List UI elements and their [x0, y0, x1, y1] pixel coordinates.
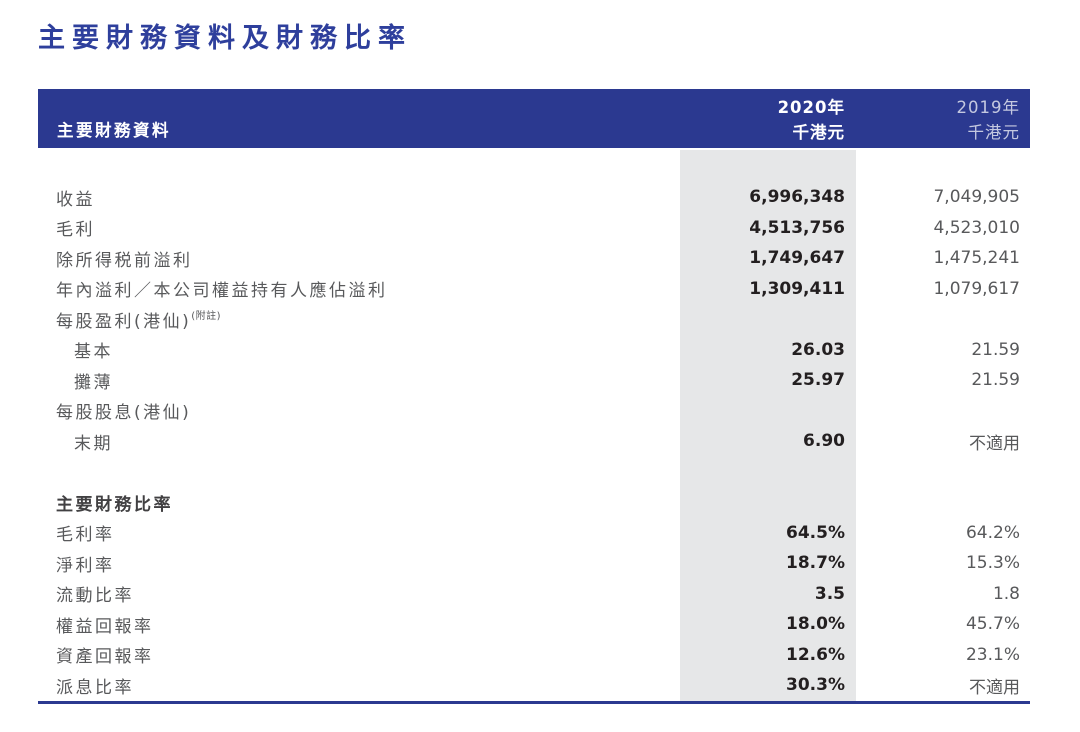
table-row: 攤薄 25.97 21.59 — [38, 365, 1030, 396]
row-value-2020: 64.5% — [786, 522, 845, 543]
row-value-2019: 不適用 — [969, 677, 1020, 698]
table-row — [38, 457, 1030, 488]
column-header-2020: 2020年 千港元 — [778, 95, 845, 145]
row-value-2020: 18.7% — [786, 553, 845, 574]
row-label: 除所得税前溢利 — [56, 250, 193, 271]
row-label: 攤薄 — [74, 372, 113, 393]
row-value-2020: 3.5 — [814, 583, 845, 604]
table-row: 每股股息(港仙) — [38, 396, 1030, 427]
row-label: 毛利率 — [56, 525, 115, 546]
row-value-2020: 4,513,756 — [749, 217, 845, 238]
column-header-2019: 2019年 千港元 — [957, 95, 1021, 145]
table-body: 收益 6,996,348 7,049,905 毛利 4,513,756 4,52… — [38, 148, 1030, 704]
row-label: 主要財務比率 — [56, 494, 173, 515]
row-label: 權益回報率 — [56, 616, 154, 637]
row-label: 淨利率 — [56, 555, 115, 576]
page-title: 主要財務資料及財務比率 — [38, 23, 412, 54]
row-value-2020: 6.90 — [803, 431, 845, 452]
row-value-2019: 1,475,241 — [933, 248, 1020, 269]
row-value-2020: 1,749,647 — [749, 248, 845, 269]
table-row: 每股盈利(港仙)(附註) — [38, 304, 1030, 335]
row-value-2019: 45.7% — [965, 614, 1020, 635]
row-value-2020: 30.3% — [786, 675, 845, 696]
table-row: 除所得税前溢利 1,749,647 1,475,241 — [38, 243, 1030, 274]
row-value-2019: 21.59 — [971, 370, 1020, 391]
column-year-2020: 2020年 — [777, 98, 845, 117]
section-label: 主要財務資料 — [57, 121, 171, 140]
row-value-2019: 64.2% — [965, 522, 1020, 543]
row-label: 每股盈利(港仙)(附註) — [56, 311, 222, 332]
row-label: 資產回報率 — [56, 647, 154, 668]
column-year-2019: 2019年 — [956, 98, 1020, 117]
table-row: 主要財務比率 — [38, 487, 1030, 518]
table-row: 毛利率 64.5% 64.2% — [38, 518, 1030, 549]
table-row: 淨利率 18.7% 15.3% — [38, 548, 1030, 579]
row-value-2020: 6,996,348 — [749, 187, 845, 208]
table-row: 年內溢利／本公司權益持有人應佔溢利 1,309,411 1,079,617 — [38, 274, 1030, 305]
column-unit-2019: 千港元 — [967, 123, 1020, 142]
row-value-2020: 18.0% — [786, 614, 845, 635]
table-row: 毛利 4,513,756 4,523,010 — [38, 213, 1030, 244]
row-label: 每股股息(港仙) — [56, 403, 192, 424]
table-row: 收益 6,996,348 7,049,905 — [38, 182, 1030, 213]
row-value-2019: 不適用 — [969, 433, 1020, 454]
row-label: 流動比率 — [56, 586, 134, 607]
row-value-2019: 1,079,617 — [933, 278, 1020, 299]
financial-data-table: 主要財務資料 2020年 千港元 2019年 千港元 收益 6,996,348 … — [38, 89, 1030, 704]
row-value-2020: 1,309,411 — [749, 278, 845, 299]
row-value-2019: 4,523,010 — [933, 217, 1020, 238]
row-value-2019: 1.8 — [992, 583, 1020, 604]
row-value-2019: 7,049,905 — [933, 187, 1020, 208]
table-row: 基本 26.03 21.59 — [38, 335, 1030, 366]
row-label-note-superscript: (附註) — [191, 311, 222, 323]
row-value-2020: 26.03 — [791, 339, 845, 360]
row-label: 年內溢利／本公司權益持有人應佔溢利 — [56, 281, 388, 302]
table-header-band: 主要財務資料 2020年 千港元 2019年 千港元 — [38, 89, 1030, 148]
table-row: 權益回報率 18.0% 45.7% — [38, 609, 1030, 640]
column-unit-2020: 千港元 — [792, 123, 845, 142]
row-label: 基本 — [74, 342, 113, 363]
highlight-column-2020 — [680, 150, 856, 701]
table-row: 資產回報率 12.6% 23.1% — [38, 640, 1030, 671]
row-value-2020: 25.97 — [791, 370, 845, 391]
row-value-2019: 15.3% — [965, 553, 1020, 574]
table-row: 末期 6.90 不適用 — [38, 426, 1030, 457]
row-value-2019: 23.1% — [965, 644, 1020, 665]
table-row: 派息比率 30.3% 不適用 — [38, 670, 1030, 701]
row-label: 收益 — [56, 189, 95, 210]
row-label: 毛利 — [56, 220, 95, 241]
row-value-2019: 21.59 — [971, 339, 1020, 360]
table-row: 流動比率 3.5 1.8 — [38, 579, 1030, 610]
row-label: 派息比率 — [56, 677, 134, 698]
row-value-2020: 12.6% — [786, 644, 845, 665]
row-label: 末期 — [74, 433, 113, 454]
